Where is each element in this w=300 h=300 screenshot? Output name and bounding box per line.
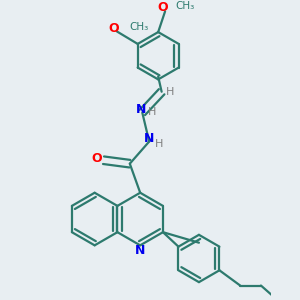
Text: O: O xyxy=(108,22,119,35)
Text: N: N xyxy=(136,103,146,116)
Text: H: H xyxy=(166,87,174,97)
Text: CH₃: CH₃ xyxy=(129,22,148,32)
Text: N: N xyxy=(135,244,146,257)
Text: H: H xyxy=(155,139,163,149)
Text: N: N xyxy=(144,132,154,145)
Text: H: H xyxy=(148,107,156,118)
Text: CH₃: CH₃ xyxy=(176,2,195,11)
Text: O: O xyxy=(157,2,168,14)
Text: O: O xyxy=(91,152,102,165)
